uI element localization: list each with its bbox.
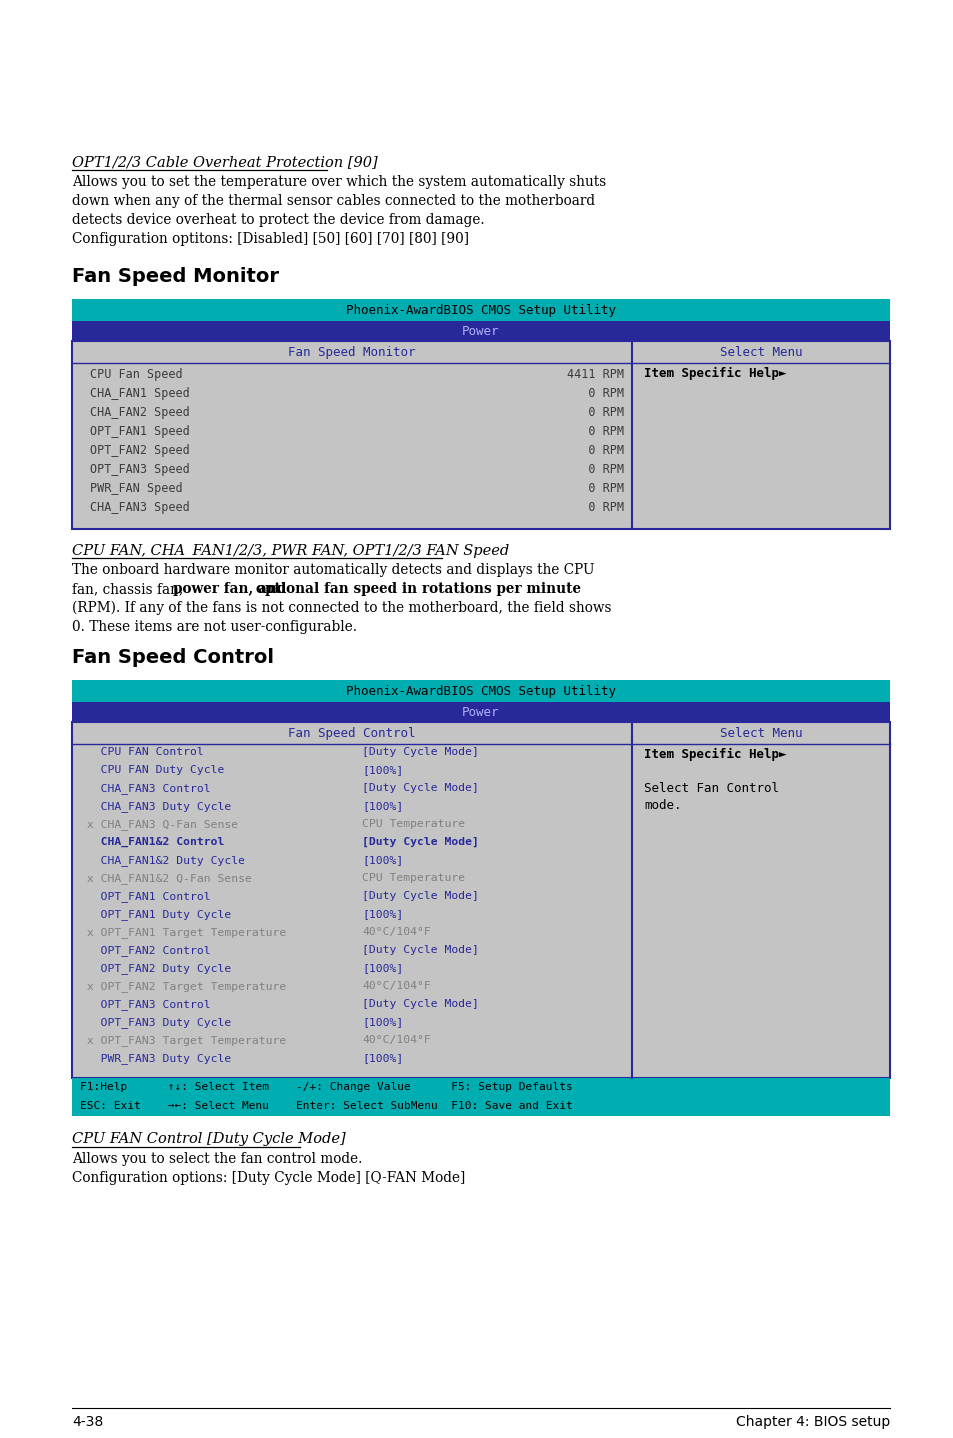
Text: OPT1/2/3 Cable Overheat Protection [90]: OPT1/2/3 Cable Overheat Protection [90] — [71, 155, 377, 170]
Text: Fan Speed Monitor: Fan Speed Monitor — [71, 267, 278, 286]
Text: OPT_FAN3 Speed: OPT_FAN3 Speed — [90, 463, 190, 476]
Text: 0 RPM: 0 RPM — [566, 387, 623, 400]
Text: PWR_FAN3 Duty Cycle: PWR_FAN3 Duty Cycle — [80, 1053, 231, 1064]
Text: Allows you to set the temperature over which the system automatically shuts: Allows you to set the temperature over w… — [71, 175, 605, 188]
Text: [100%]: [100%] — [361, 801, 403, 811]
Text: [100%]: [100%] — [361, 963, 403, 974]
Text: Chapter 4: BIOS setup: Chapter 4: BIOS setup — [735, 1415, 889, 1429]
Text: OPT_FAN1 Control: OPT_FAN1 Control — [80, 892, 211, 902]
Text: CPU FAN Control: CPU FAN Control — [80, 746, 204, 756]
Text: Select Menu: Select Menu — [719, 347, 801, 360]
Bar — [71, 680, 889, 702]
Text: x CHA_FAN1&2 Q-Fan Sense: x CHA_FAN1&2 Q-Fan Sense — [80, 873, 252, 884]
Text: CHA_FAN1&2 Duty Cycle: CHA_FAN1&2 Duty Cycle — [80, 856, 245, 866]
Text: 0. These items are not user-configurable.: 0. These items are not user-configurable… — [71, 620, 356, 634]
Text: mode.: mode. — [643, 800, 680, 812]
Text: x OPT_FAN2 Target Temperature: x OPT_FAN2 Target Temperature — [80, 981, 286, 992]
Text: F1:Help      ↑↓: Select Item    -/+: Change Value      F5: Setup Defaults: F1:Help ↑↓: Select Item -/+: Change Valu… — [80, 1081, 572, 1091]
Text: CPU Fan Speed: CPU Fan Speed — [90, 368, 182, 381]
Text: Configuration options: [Duty Cycle Mode] [Q-FAN Mode]: Configuration options: [Duty Cycle Mode]… — [71, 1171, 465, 1185]
Text: Phoenix-AwardBIOS CMOS Setup Utility: Phoenix-AwardBIOS CMOS Setup Utility — [346, 684, 616, 697]
Text: OPT_FAN1 Speed: OPT_FAN1 Speed — [90, 426, 190, 439]
Text: CPU FAN Control [Duty Cycle Mode]: CPU FAN Control [Duty Cycle Mode] — [71, 1132, 345, 1146]
Bar — [71, 1078, 889, 1116]
Text: [100%]: [100%] — [361, 909, 403, 919]
Text: 0 RPM: 0 RPM — [566, 406, 623, 418]
Text: CHA_FAN3 Duty Cycle: CHA_FAN3 Duty Cycle — [80, 801, 231, 812]
Bar — [71, 321, 889, 341]
Text: 0 RPM: 0 RPM — [566, 444, 623, 457]
Text: 0 RPM: 0 RPM — [566, 482, 623, 495]
Text: x OPT_FAN1 Target Temperature: x OPT_FAN1 Target Temperature — [80, 928, 286, 938]
Text: power fan, and: power fan, and — [172, 582, 291, 595]
Text: ESC: Exit    →←: Select Menu    Enter: Select SubMenu  F10: Save and Exit: ESC: Exit →←: Select Menu Enter: Select … — [80, 1102, 572, 1112]
Text: Power: Power — [462, 706, 499, 719]
Bar — [71, 341, 889, 529]
Text: CPU FAN, CHA_FAN1/2/3, PWR FAN, OPT1/2/3 FAN Speed: CPU FAN, CHA_FAN1/2/3, PWR FAN, OPT1/2/3… — [71, 544, 509, 558]
Text: CPU Temperature: CPU Temperature — [361, 873, 465, 883]
Text: detects device overheat to protect the device from damage.: detects device overheat to protect the d… — [71, 213, 484, 227]
Text: 40°C/104°F: 40°C/104°F — [361, 981, 431, 991]
Text: CPU FAN Duty Cycle: CPU FAN Duty Cycle — [80, 765, 224, 775]
Text: CHA_FAN3 Control: CHA_FAN3 Control — [80, 784, 211, 794]
Text: down when any of the thermal sensor cables connected to the motherboard: down when any of the thermal sensor cabl… — [71, 194, 595, 209]
Text: x OPT_FAN3 Target Temperature: x OPT_FAN3 Target Temperature — [80, 1035, 286, 1045]
Text: Item Specific Help►: Item Specific Help► — [643, 367, 785, 380]
Text: [Duty Cycle Mode]: [Duty Cycle Mode] — [361, 945, 478, 955]
Bar — [71, 722, 889, 1078]
Text: Configuration optitons: [Disabled] [50] [60] [70] [80] [90]: Configuration optitons: [Disabled] [50] … — [71, 232, 469, 246]
Text: 0 RPM: 0 RPM — [566, 500, 623, 513]
Text: PWR_FAN Speed: PWR_FAN Speed — [90, 482, 182, 495]
Text: CHA_FAN1 Speed: CHA_FAN1 Speed — [90, 387, 190, 400]
Text: OPT_FAN3 Control: OPT_FAN3 Control — [80, 999, 211, 1009]
Bar — [71, 299, 889, 321]
Text: [100%]: [100%] — [361, 1017, 403, 1027]
Text: x CHA_FAN3 Q-Fan Sense: x CHA_FAN3 Q-Fan Sense — [80, 820, 238, 830]
Text: Fan Speed Control: Fan Speed Control — [288, 728, 416, 741]
Text: Select Fan Control: Select Fan Control — [643, 782, 779, 795]
Text: CHA_FAN2 Speed: CHA_FAN2 Speed — [90, 406, 190, 418]
Text: [100%]: [100%] — [361, 856, 403, 866]
Text: [Duty Cycle Mode]: [Duty Cycle Mode] — [361, 784, 478, 792]
Text: [100%]: [100%] — [361, 1053, 403, 1063]
Text: [100%]: [100%] — [361, 765, 403, 775]
Text: The onboard hardware monitor automatically detects and displays the CPU: The onboard hardware monitor automatical… — [71, 564, 594, 577]
Text: 4-38: 4-38 — [71, 1415, 103, 1429]
Text: CHA_FAN1&2 Control: CHA_FAN1&2 Control — [80, 837, 224, 847]
Text: [Duty Cycle Mode]: [Duty Cycle Mode] — [361, 837, 478, 847]
Text: optional fan speed in rotations per minute: optional fan speed in rotations per minu… — [255, 582, 580, 595]
Text: [Duty Cycle Mode]: [Duty Cycle Mode] — [361, 892, 478, 902]
Text: Item Specific Help►: Item Specific Help► — [643, 748, 785, 761]
Text: 0 RPM: 0 RPM — [566, 463, 623, 476]
Text: fan, chassis fan,: fan, chassis fan, — [71, 582, 188, 595]
Text: Fan Speed Monitor: Fan Speed Monitor — [288, 347, 416, 360]
Text: OPT_FAN2 Duty Cycle: OPT_FAN2 Duty Cycle — [80, 963, 231, 974]
Text: Fan Speed Control: Fan Speed Control — [71, 649, 274, 667]
Text: OPT_FAN2 Speed: OPT_FAN2 Speed — [90, 444, 190, 457]
Bar — [71, 702, 889, 722]
Text: OPT_FAN3 Duty Cycle: OPT_FAN3 Duty Cycle — [80, 1017, 231, 1028]
Text: Allows you to select the fan control mode.: Allows you to select the fan control mod… — [71, 1152, 362, 1166]
Text: Select Menu: Select Menu — [719, 728, 801, 741]
Text: 40°C/104°F: 40°C/104°F — [361, 928, 431, 938]
Text: CHA_FAN3 Speed: CHA_FAN3 Speed — [90, 500, 190, 513]
Text: (RPM). If any of the fans is not connected to the motherboard, the field shows: (RPM). If any of the fans is not connect… — [71, 601, 611, 615]
Text: [Duty Cycle Mode]: [Duty Cycle Mode] — [361, 999, 478, 1009]
Text: Power: Power — [462, 325, 499, 338]
Text: Phoenix-AwardBIOS CMOS Setup Utility: Phoenix-AwardBIOS CMOS Setup Utility — [346, 303, 616, 316]
Text: OPT_FAN2 Control: OPT_FAN2 Control — [80, 945, 211, 956]
Text: 0 RPM: 0 RPM — [566, 426, 623, 439]
Text: OPT_FAN1 Duty Cycle: OPT_FAN1 Duty Cycle — [80, 909, 231, 920]
Text: CPU Temperature: CPU Temperature — [361, 820, 465, 828]
Text: [Duty Cycle Mode]: [Duty Cycle Mode] — [361, 746, 478, 756]
Text: 40°C/104°F: 40°C/104°F — [361, 1035, 431, 1045]
Text: 4411 RPM: 4411 RPM — [566, 368, 623, 381]
